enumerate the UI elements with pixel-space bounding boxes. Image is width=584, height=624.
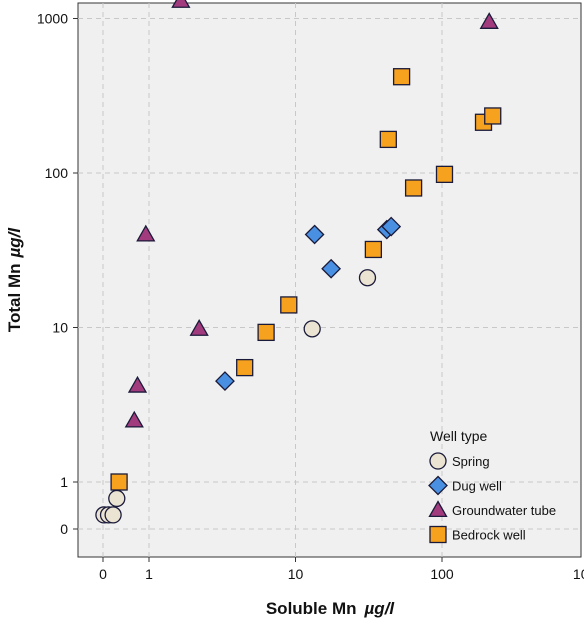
series-dug-well [215,216,402,391]
data-point [479,12,499,29]
data-point [404,179,423,197]
legend-entry-label: Groundwater tube [452,503,556,518]
data-point [280,296,298,314]
data-point [110,473,128,491]
data-point [392,68,411,86]
data-point [124,410,144,428]
series-groundwater-tube [124,0,499,428]
data-point [304,224,325,245]
legend-marker [428,475,448,496]
legend-marker [428,500,448,518]
y-tick-label: 0 [60,521,68,537]
x-tick-label: 1 [145,566,153,582]
legend-entry-label: Spring [452,454,490,469]
data-point [358,269,377,287]
data-point [484,107,502,125]
y-tick-label: 1000 [37,11,68,27]
data-point [127,375,148,393]
legend-marker [429,525,447,544]
y-axis-title: Total Mnµg/l [5,227,24,333]
x-tick-label: 10 [288,566,304,582]
legend-marker [429,452,447,470]
data-point [435,165,454,184]
y-tick-label: 10 [52,320,68,336]
y-tick-label: 100 [45,165,69,181]
data-point [303,320,321,338]
data-point [321,258,342,279]
data-point [171,0,191,8]
data-points [95,0,502,524]
x-tick-label: 100 [430,566,454,582]
data-point [215,371,235,391]
data-point [364,240,383,259]
legend: Well type Spring Dug well Groundwater tube… [428,428,556,544]
data-point [379,130,397,149]
x-tick-label: 0 [99,566,107,582]
plot-background [77,2,582,558]
legend-entry-label: Dug well [452,479,502,494]
data-point [236,358,254,377]
data-point [381,216,402,237]
x-tick-label: 1000 [573,566,584,582]
data-point [136,224,156,242]
axis-ticks: 0 1 10 100 1000 0 1 10 100 1000 [37,11,584,583]
y-tick-label: 1 [60,474,68,490]
data-point [189,319,209,336]
series-spring [95,269,377,524]
data-point [257,323,275,342]
legend-title: Well type [430,428,488,444]
legend-entry-label: Bedrock well [452,528,526,543]
data-point [104,506,122,524]
x-axis-title: Soluble Mn µg/l [266,599,396,618]
series-bedrock-well [110,68,502,491]
data-point [108,489,126,508]
